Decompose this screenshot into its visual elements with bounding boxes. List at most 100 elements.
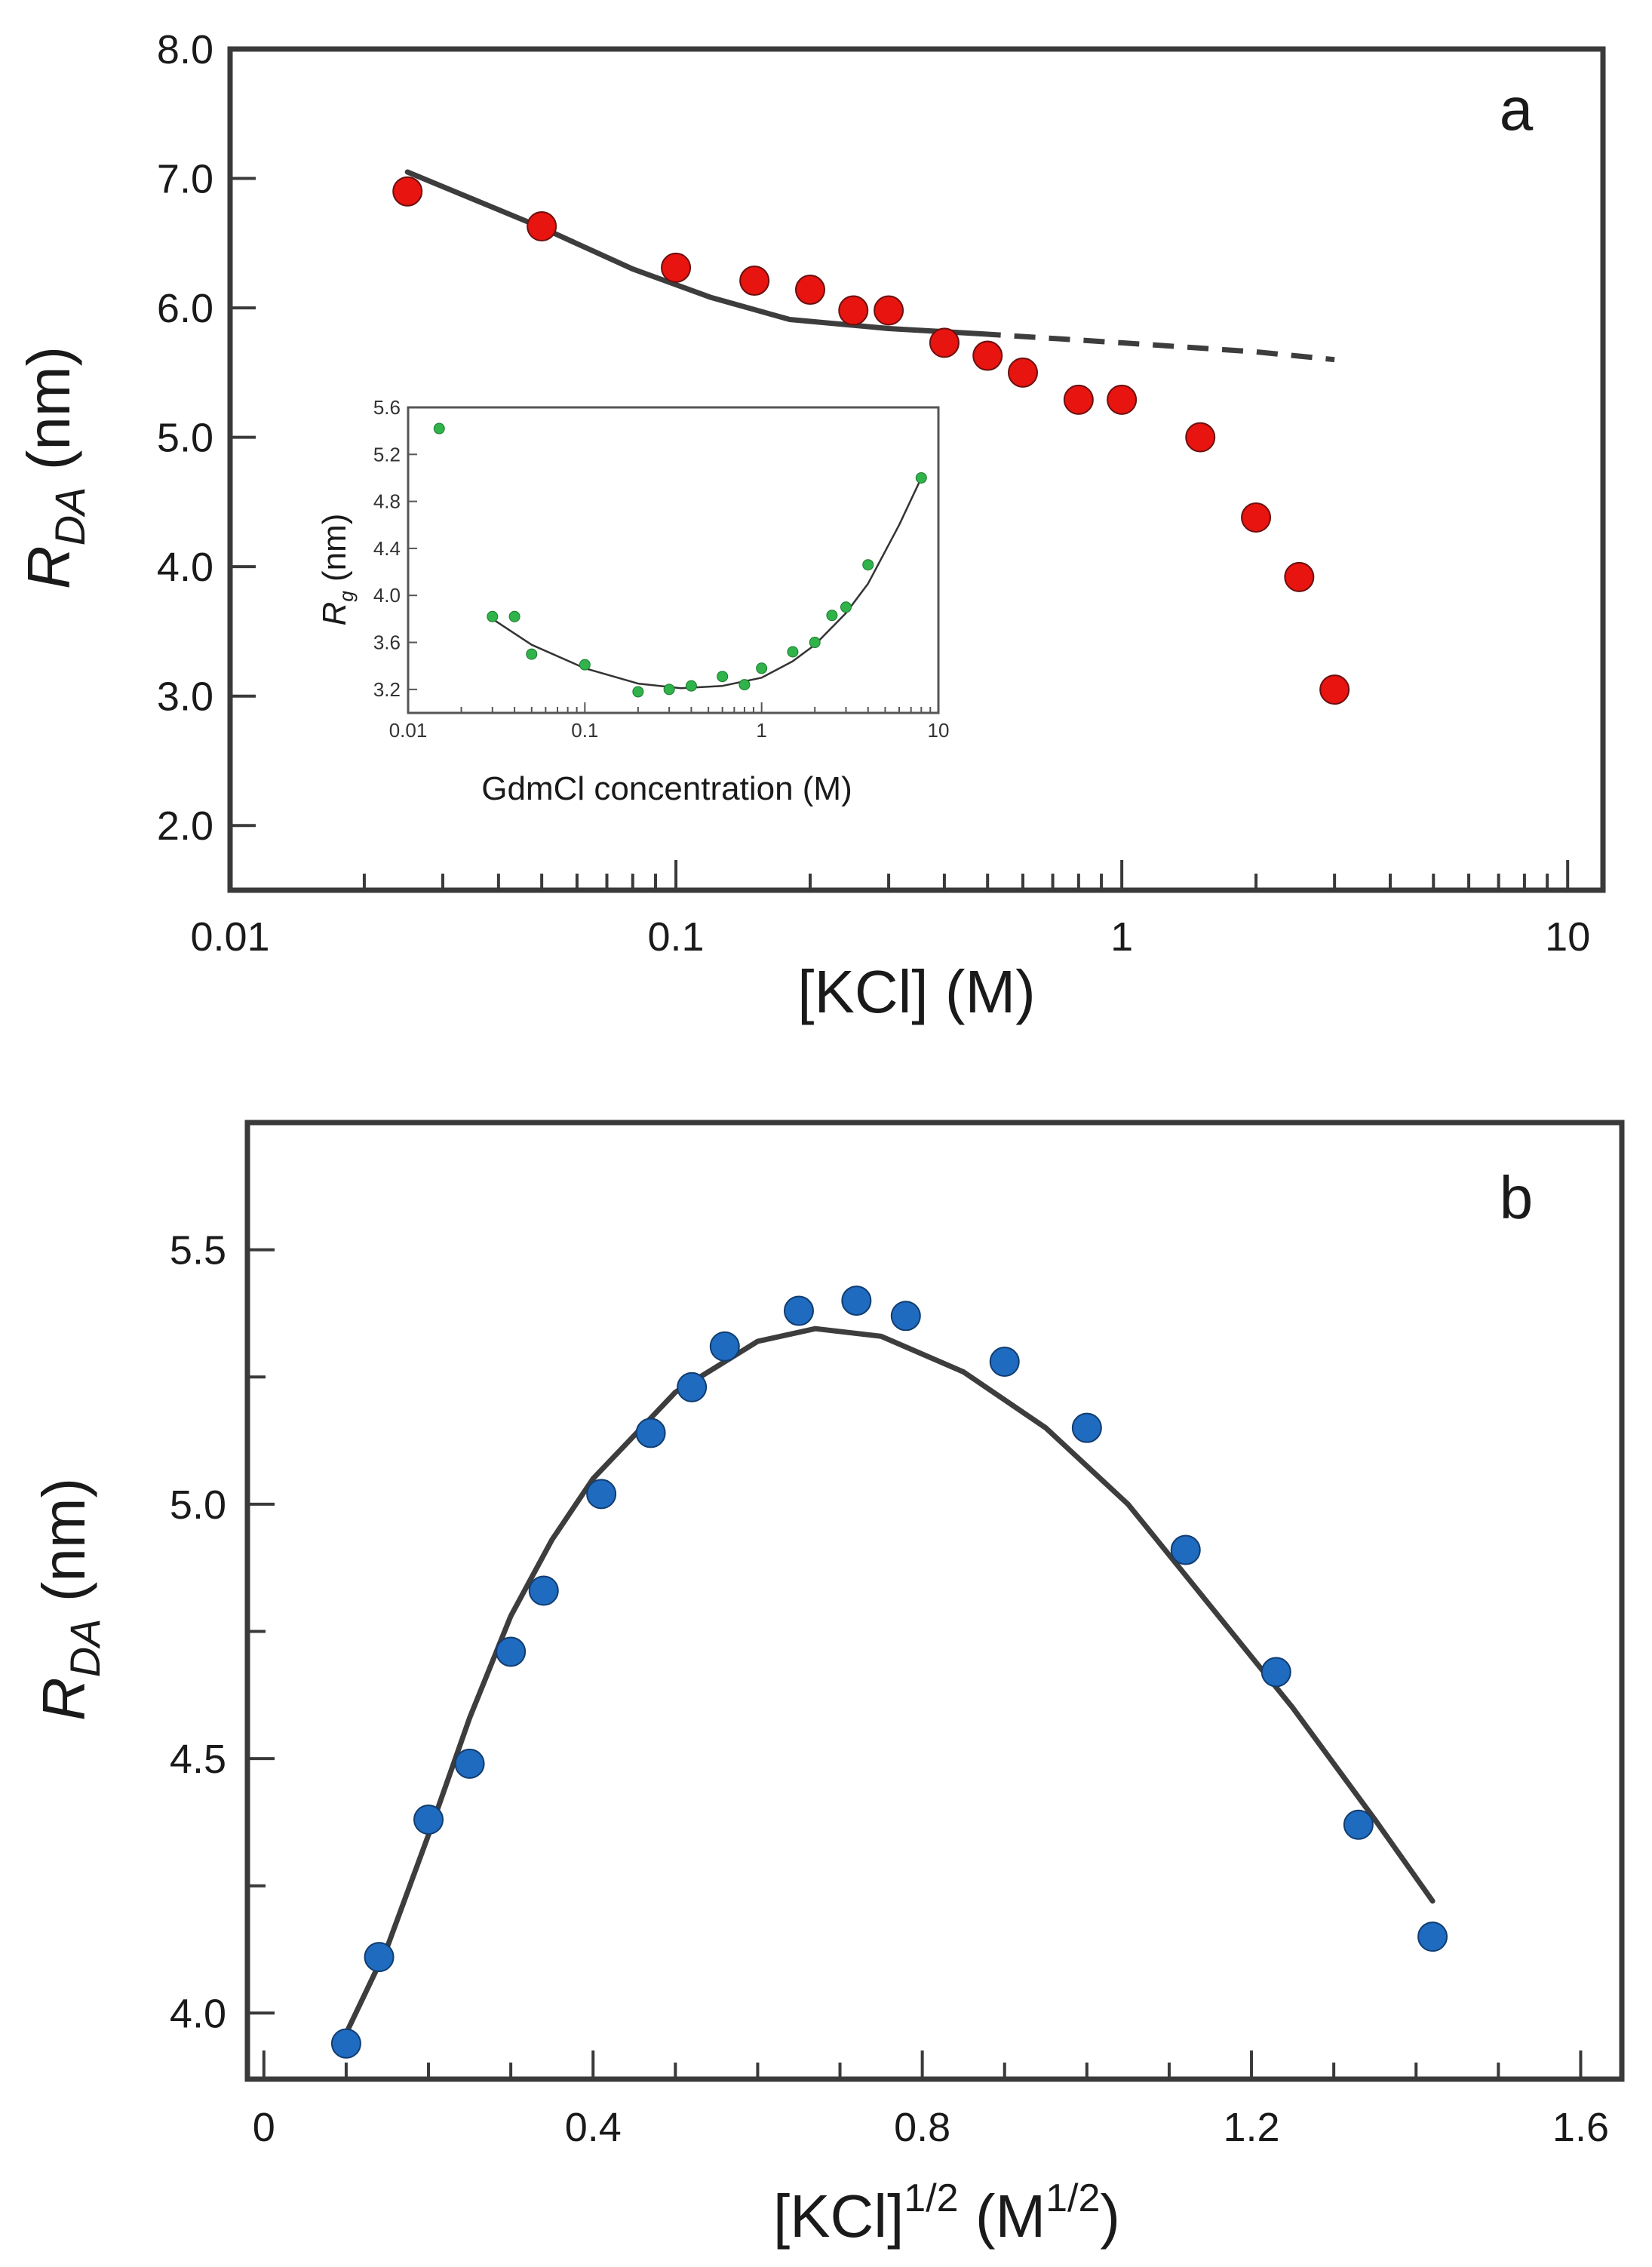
inset-data-point — [862, 559, 874, 571]
panel-b-data-point — [1260, 1657, 1291, 1688]
inset-data-point — [826, 610, 838, 622]
inset-y-tick-label: 4.4 — [373, 537, 401, 560]
inset-data-point — [915, 472, 927, 484]
inset-y-label-main: R — [316, 602, 353, 626]
inset-data-point — [487, 610, 499, 622]
panel-b-x-label-close: ) — [1100, 2183, 1120, 2250]
inset-data-point — [663, 683, 675, 696]
panel-b-x-tick-label: 0.4 — [565, 2105, 622, 2150]
panel-a-y-tick-label: 8.0 — [157, 27, 213, 72]
inset-y-label-unit: (nm) — [316, 514, 353, 591]
inset-background — [408, 407, 938, 713]
inset-y-tick-label: 3.6 — [373, 631, 401, 654]
panel-a-data-point — [527, 211, 557, 242]
panel-a-y-tick-label: 6.0 — [157, 286, 213, 331]
panel-a-data-point — [1185, 422, 1216, 453]
panel-a-data-point — [1063, 384, 1094, 415]
panel-b-data-point — [413, 1805, 444, 1835]
panel-a-x-tick-label: 10 — [1545, 914, 1590, 960]
inset-y-tick-label: 4.0 — [373, 584, 401, 607]
panel-b-data-point — [1417, 1921, 1448, 1952]
panel-b-y-tick-label: 5.0 — [170, 1482, 226, 1528]
inset-y-label-sub: g — [335, 591, 358, 602]
panel-b-data-point — [890, 1301, 921, 1332]
panel-a-y-tick-label: 5.0 — [157, 416, 213, 461]
panel-b-x-tick-label: 1.6 — [1552, 2105, 1609, 2150]
panel-a-y-label-sub: DA — [46, 487, 94, 546]
panel-a-data-point — [794, 275, 825, 306]
panel-b-data-point — [454, 1748, 485, 1779]
panel-a-y-tick-label: 3.0 — [157, 674, 213, 720]
panel-b-chart: 0 0.4 0.8 1.2 1.6 4.0 4.5 5.0 5.5 b [KCl]1/2 (M1… — [30, 1120, 1625, 2250]
panel-b-data-point — [496, 1636, 527, 1667]
panel-b-data-point — [1071, 1412, 1102, 1443]
inset-data-point — [508, 610, 520, 622]
inset-x-axis-label: GdmCl concentration (M) — [481, 770, 852, 807]
inset-x-tick-label: 10 — [928, 719, 950, 742]
panel-a-x-axis-label: [KCl] (M) — [797, 958, 1036, 1025]
panel-b-x-axis-label: [KCl]1/2 (M1/2) — [773, 2176, 1120, 2250]
panel-b-fit-line — [343, 1325, 1436, 2036]
panel-b-x-tick-label: 1.2 — [1224, 2105, 1280, 2150]
panel-a-data-point — [1284, 561, 1315, 592]
panel-b-y-tick-label: 4.0 — [170, 1991, 226, 2036]
panel-b-x-label-base: [KCl] — [773, 2183, 904, 2250]
panel-a-data-point — [1107, 384, 1138, 415]
panel-a-data-point — [392, 176, 423, 207]
inset-y-tick-label: 4.8 — [373, 490, 401, 513]
panel-a-x-tick-label: 1 — [1110, 914, 1133, 960]
panel-b-data-point — [586, 1479, 617, 1510]
inset-y-tick-label: 3.2 — [373, 678, 401, 701]
panel-b-data-point — [330, 2028, 361, 2059]
panel-a-data-point — [838, 295, 869, 326]
inset-x-tick-label: 0.01 — [389, 719, 428, 742]
inset-y-tick-label: 5.6 — [373, 396, 401, 419]
panel-b-y-label-main: R — [30, 1677, 97, 1721]
panel-b-x-label-sup: 1/2 — [904, 2176, 958, 2220]
panel-b-x-tick-label: 0 — [253, 2105, 275, 2150]
panel-b-y-tick-label: 5.5 — [170, 1228, 226, 1273]
panel-a-data-points — [392, 176, 1350, 705]
panel-b-data-point — [989, 1347, 1020, 1377]
panel-a-y-label-unit: (nm) — [15, 346, 82, 487]
panel-a-tick-labels: 0.01 0.1 1 10 2.0 3.0 4.0 5.0 6.0 7.0 8.0 — [157, 27, 1590, 960]
inset-y-tick-label: 5.2 — [373, 443, 401, 465]
inset-data-point — [526, 648, 538, 660]
panel-b-fit-curve — [343, 1325, 1436, 2036]
inset-data-point — [632, 686, 644, 698]
inset-x-tick-label: 0.1 — [571, 719, 598, 742]
inset-tick-labels: 0.01 0.1 1 10 3.2 3.6 4.0 4.4 4.8 5.2 5.6 — [373, 396, 950, 742]
panel-a-fit-dashed-line — [979, 330, 1335, 363]
inset-data-point — [756, 662, 768, 674]
inset-data-points — [433, 422, 927, 698]
panel-a-data-point — [1008, 357, 1039, 388]
panel-a-x-tick-label: 0.01 — [190, 914, 269, 960]
panel-a-data-point — [874, 295, 904, 326]
panel-a-y-tick-label: 4.0 — [157, 545, 213, 590]
panel-a-data-point — [1241, 502, 1272, 533]
panel-b-x-tick-label: 0.8 — [894, 2105, 950, 2150]
inset-data-point — [433, 422, 445, 435]
panel-b-data-point — [709, 1331, 740, 1362]
panel-b-tick-labels: 0 0.4 0.8 1.2 1.6 4.0 4.5 5.0 5.5 — [170, 1228, 1609, 2150]
panel-a-fit-lines — [404, 169, 1335, 363]
panel-b-data-point — [364, 1942, 395, 1973]
panel-a-chart: 0.01 0.1 1 10 2.0 3.0 4.0 5.0 6.0 7.0 8.0 a [KCl] … — [15, 27, 1606, 1025]
panel-a-data-point — [739, 266, 770, 296]
inset-data-point — [809, 637, 821, 649]
panel-b-data-point — [1343, 1809, 1374, 1840]
panel-b-data-point — [677, 1372, 708, 1402]
panel-a-data-point — [972, 340, 1003, 371]
panel-b-y-tick-label: 4.5 — [170, 1737, 226, 1782]
panel-b-data-point — [528, 1575, 559, 1606]
panel-a-data-point — [1319, 674, 1350, 705]
panel-a-y-label-main: R — [15, 545, 82, 589]
panel-a-y-tick-label: 7.0 — [157, 157, 213, 202]
panel-b-letter: b — [1500, 1164, 1534, 1231]
inset-data-point — [840, 601, 852, 613]
panel-a-data-point — [661, 252, 692, 283]
inset-data-point — [787, 646, 799, 658]
panel-b-data-point — [841, 1286, 872, 1316]
panel-b-y-label-sub: DA — [61, 1619, 109, 1678]
inset-data-point — [579, 659, 591, 671]
